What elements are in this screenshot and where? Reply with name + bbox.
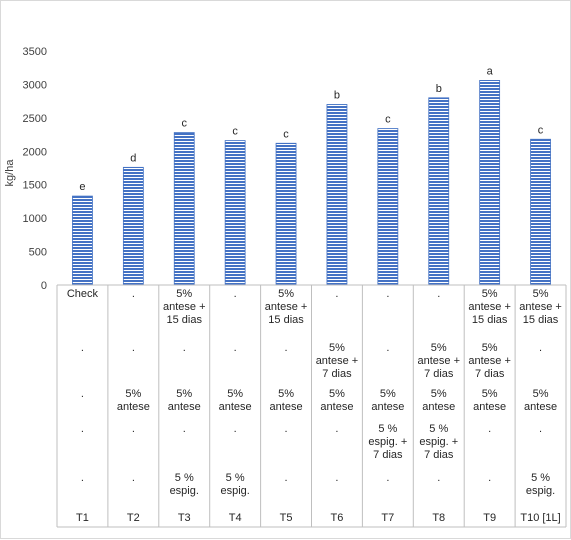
table-cell: . [132,423,135,435]
table-cell: . [183,423,186,435]
table-cell: . [285,472,288,484]
bar [530,138,551,286]
table-cell: 5% antese +15 dias [468,288,511,326]
data-table: Check. 5% antese +15 dias. 5% antese +15 dia… [56,284,567,528]
table-cell: . [488,423,491,435]
table-cell: . [335,423,338,435]
bar [479,80,501,286]
x-category-label: T10 [1L] [520,512,560,524]
y-tick-label: 2000 [23,146,47,158]
table-cell: 5 % espig. [170,472,199,497]
bar [122,166,144,286]
table-cell: 5% antese +7 dias [417,342,460,380]
x-category-label: T6 [331,512,344,524]
y-tick-label: 3000 [23,79,47,91]
table-cell: . [132,288,135,300]
bar [377,128,399,286]
table-cell: 5% antese [117,388,150,413]
table-cell: 5% antese [524,388,557,413]
x-category-label: T9 [483,512,496,524]
table-cell: 5 % espig. [526,472,555,497]
x-category-label: T5 [280,512,293,524]
bar-letter-label: a [487,65,494,77]
bar-letter-label: c [385,114,391,126]
table-cell: . [386,288,389,300]
bar-letter-label: c [232,126,238,138]
table-cell: . [183,342,186,354]
table-cell: . [386,342,389,354]
table-cell: 5 % espig. +7 dias [368,423,407,461]
table-cell: 5% antese +15 dias [265,288,308,326]
table-cell: . [234,423,237,435]
bar [224,140,246,286]
table-cell: . [335,288,338,300]
x-category-label: T1 [76,512,89,524]
y-tick-label: 2500 [23,113,47,125]
bar-letter-label: d [130,152,136,164]
table-cell: . [81,472,84,484]
table-cell: . [285,423,288,435]
y-tick-label: 0 [41,280,47,292]
bar-letter-label: b [436,83,442,95]
y-tick-label: 1500 [23,180,47,192]
bar [428,97,450,286]
y-tick-label: 3500 [23,46,47,58]
table-cell: . [132,342,135,354]
table-cell: 5 % espig. +7 dias [419,423,458,461]
table-cell: 5% antese [270,388,303,413]
bar-letter-label: c [283,128,289,140]
bar-letter-label: c [182,118,188,130]
table-cell: . [386,472,389,484]
table-cell: . [437,472,440,484]
table-cell: Check [67,288,99,300]
table-cell: 5% antese +15 dias [163,288,206,326]
bar [72,195,93,286]
x-category-label: T4 [229,512,242,524]
table-cell: . [234,342,237,354]
table-cell: . [335,472,338,484]
bar-letter-label: b [334,89,340,101]
x-category-label: T7 [381,512,394,524]
bar-letter-label: e [79,181,85,193]
table-cell: . [437,288,440,300]
table-cell: . [234,288,237,300]
table-cell: 5% antese +7 dias [316,342,359,380]
table-cell: . [81,342,84,354]
bar-letter-label: c [538,124,544,136]
bar [326,104,348,286]
table-cell: . [81,423,84,435]
x-category-label: T2 [127,512,140,524]
y-tick-label: 500 [29,247,47,259]
bars: e d c c c b c b a c [72,65,551,286]
table-cell: 5 % espig. [220,472,249,497]
y-axis: 0 500 1000 1500 2000 2500 3000 3500 [23,46,47,292]
table-cell: . [81,388,84,400]
table-cell: . [539,423,542,435]
x-category-label: T3 [178,512,191,524]
table-cell: 5% antese [168,388,201,413]
table-cell: 5% antese [371,388,404,413]
y-tick-label: 1000 [23,213,47,225]
table-cell: . [488,472,491,484]
bar [275,142,297,286]
table-cell: 5% antese [219,388,252,413]
table-cell: . [285,342,288,354]
table-cell: . [132,472,135,484]
table-cell: 5% antese +7 dias [468,342,511,380]
x-category-label: T8 [432,512,445,524]
table-cell: 5% antese [320,388,353,413]
bar [173,132,195,286]
table-cell: 5% antese [473,388,506,413]
table-cell: 5% antese +15 dias [519,288,562,326]
table-cell: 5% antese [422,388,455,413]
y-axis-label: kg/ha [4,159,16,187]
table-cell: . [539,342,542,354]
